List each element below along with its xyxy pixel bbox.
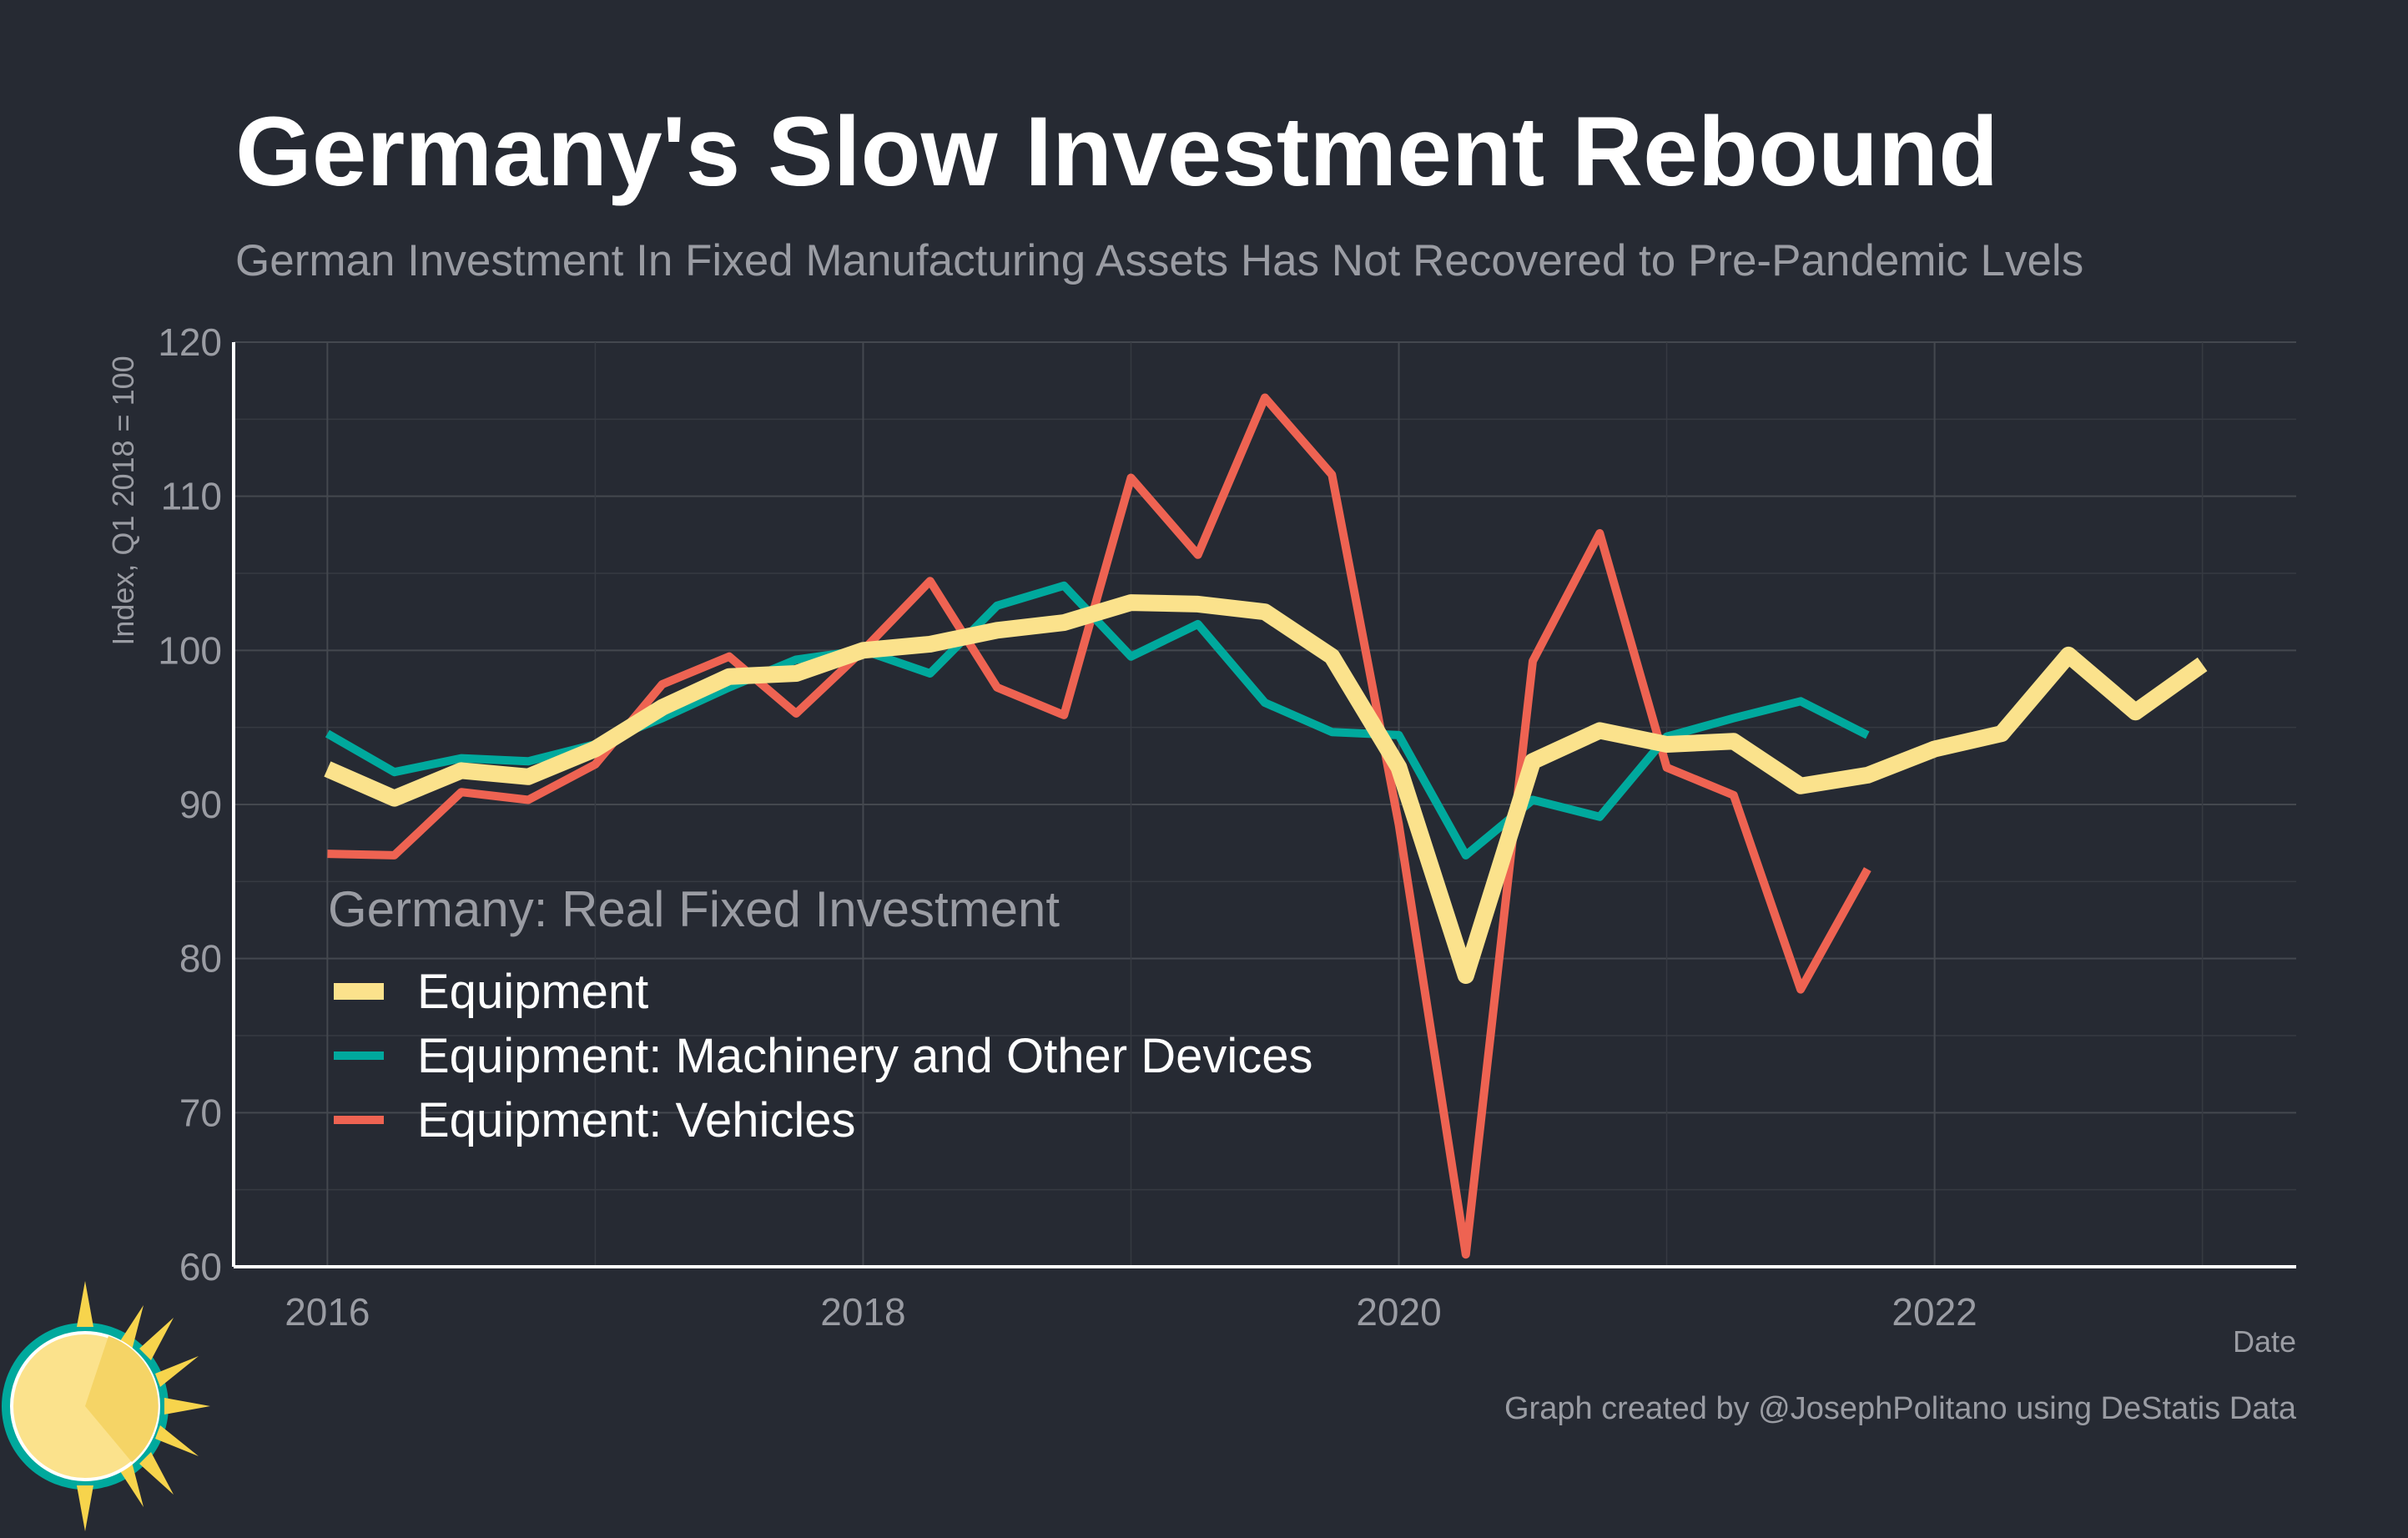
x-axis-title: Date	[2233, 1324, 2296, 1359]
sun-logo-icon	[2, 1281, 210, 1531]
series-line	[325, 581, 1870, 860]
series-layer	[324, 393, 2208, 1259]
y-tick-label: 80	[179, 937, 222, 981]
series-line	[327, 393, 1871, 1259]
y-tick-label: 100	[158, 628, 222, 672]
x-tick-label: 2018	[820, 1290, 905, 1334]
legend-label: Equipment: Machinery and Other Devices	[417, 1029, 1313, 1083]
axes: 60 70 80 90 100 110 120 2016 2018 2020 2022	[158, 320, 2296, 1334]
legend-label: Equipment	[417, 965, 648, 1019]
caption: Graph created by @JosephPolitano using D…	[1504, 1391, 2297, 1426]
legend: Germany: Real Fixed Investment Equipment…	[328, 881, 1313, 1147]
chart-subtitle: German Investment In Fixed Manufacturing…	[235, 236, 2083, 285]
legend-title: Germany: Real Fixed Investment	[328, 881, 1060, 937]
legend-label: Equipment: Vehicles	[417, 1093, 856, 1147]
y-tick-label: 90	[179, 783, 222, 826]
series-line	[324, 594, 2208, 984]
chart-title: Germany's Slow Investment Rebound	[235, 97, 1998, 207]
x-tick-label: 2022	[1892, 1290, 1977, 1334]
y-tick-label: 70	[179, 1091, 222, 1134]
plot-area: 60 70 80 90 100 110 120 2016 2018 2020 2022	[158, 320, 2296, 1334]
y-tick-label: 120	[158, 320, 222, 364]
y-axis-title: Index, Q1 2018 = 100	[106, 356, 140, 645]
y-tick-label: 60	[179, 1245, 222, 1288]
x-tick-label: 2016	[285, 1290, 370, 1334]
x-tick-label: 2020	[1356, 1290, 1441, 1334]
y-tick-label: 110	[161, 475, 222, 518]
